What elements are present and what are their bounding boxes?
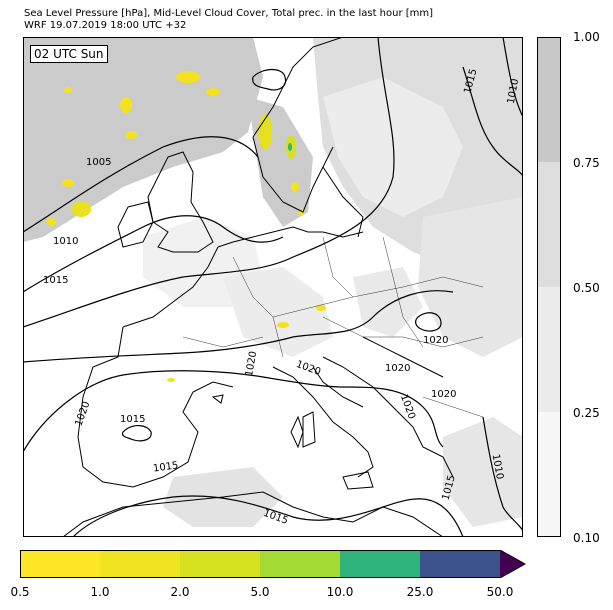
cloud-cover-layer	[23, 37, 523, 527]
colorbar-frame	[537, 37, 561, 537]
cloud-cover-tick-label: 0.75	[573, 156, 600, 170]
map-title: Sea Level Pressure [hPa], Mid-Level Clou…	[24, 8, 434, 19]
cloud-cover-band	[537, 162, 561, 287]
isobar-label: 1015	[152, 460, 179, 474]
isobar-label: 1020	[423, 335, 448, 346]
cloud-cover-band	[537, 37, 561, 162]
precip-tick-label: 0.5	[10, 585, 30, 599]
isobar-label: 1005	[86, 157, 111, 168]
cloud-cover-tick-label: 0.10	[573, 531, 600, 545]
cloud-cover-band	[537, 287, 561, 412]
precipitation-colorbar	[20, 550, 527, 578]
precip-band	[420, 550, 500, 578]
cloud-cover-colorbar	[537, 37, 561, 537]
isobar-label: 1010	[490, 453, 505, 480]
cloud-cover-tick-label: 0.25	[573, 406, 600, 420]
isobar-label: 1020	[431, 389, 456, 400]
precip-tick-label: 50.0	[486, 585, 514, 599]
precip-band	[260, 550, 340, 578]
isobar-label: 1010	[506, 78, 521, 105]
isobar-label: 1020	[244, 350, 259, 377]
cloud-cover-tick-label: 1.00	[573, 30, 600, 44]
isobar-label: 1015	[43, 275, 68, 286]
precipitation-layer	[46, 71, 326, 382]
precip-tick-label: 25.0	[406, 585, 434, 599]
weather-map: 1005 1010 1015 1015 1010 1020 1020 1020 …	[23, 37, 523, 537]
isobar-label: 1010	[53, 236, 78, 247]
valid-time-label: 02 UTC Sun	[30, 45, 108, 63]
precip-tick-label: 10.0	[326, 585, 354, 599]
precip-tick-label: 1.0	[90, 585, 110, 599]
country-borders	[182, 236, 484, 418]
map-subtitle: WRF 19.07.2019 18:00 UTC +32	[24, 20, 187, 31]
isobar-label: 1015	[120, 414, 145, 425]
precip-band	[20, 550, 100, 578]
precip-band	[100, 550, 180, 578]
map-frame	[23, 37, 523, 537]
precip-extend-arrow	[500, 550, 525, 578]
isobar-label: 1020	[385, 363, 410, 374]
precip-band	[180, 550, 260, 578]
coastlines	[62, 37, 454, 537]
cloud-cover-band	[537, 412, 561, 537]
precip-tick-label: 2.0	[170, 585, 190, 599]
cloud-cover-tick-label: 0.50	[573, 281, 600, 295]
precip-band	[340, 550, 420, 578]
isobars	[23, 37, 523, 537]
precip-tick-label: 5.0	[250, 585, 270, 599]
